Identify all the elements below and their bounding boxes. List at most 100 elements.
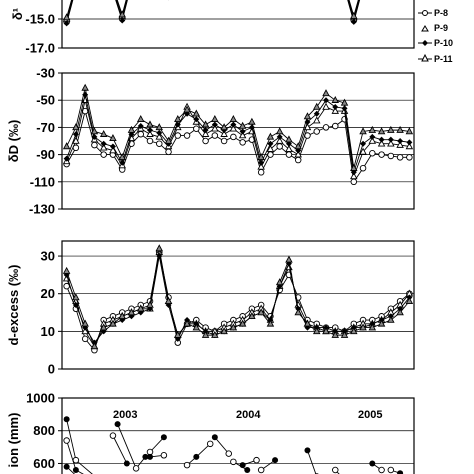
data-point (377, 127, 386, 135)
data-point (332, 104, 339, 110)
data-point (350, 18, 357, 25)
data-point (62, 13, 71, 21)
data-point (230, 458, 237, 466)
data-point (248, 312, 256, 320)
precip-segment (332, 466, 340, 474)
data-point (303, 319, 312, 327)
precip-segment (146, 434, 167, 456)
data-point (183, 105, 191, 113)
data-point (396, 308, 404, 316)
data-point (183, 132, 191, 139)
data-point (201, 120, 210, 128)
data-point (118, 153, 126, 161)
series-P-10 (63, 253, 413, 346)
data-point (211, 330, 219, 338)
data-point (90, 342, 99, 350)
series-line (66, 248, 410, 348)
data-point (229, 124, 238, 132)
data-point (322, 124, 330, 131)
data-point (285, 144, 293, 152)
data-point (146, 300, 154, 308)
legend-label: P-9 (434, 23, 448, 33)
data-point (230, 133, 237, 141)
data-point (368, 125, 377, 133)
precip-segment (109, 432, 130, 467)
data-point (156, 140, 163, 147)
series-P-11 (62, 0, 359, 21)
data-point (91, 133, 98, 140)
data-point (275, 136, 284, 144)
data-point (174, 330, 182, 338)
panel-frame (61, 0, 415, 49)
legend-marker (422, 10, 428, 16)
data-point (331, 330, 340, 338)
data-point (294, 308, 302, 316)
precip-segment (304, 447, 319, 474)
data-point (313, 110, 320, 117)
data-point (312, 102, 321, 110)
data-point (322, 102, 330, 110)
data-point (127, 125, 136, 133)
data-point (119, 159, 126, 166)
data-point (220, 123, 228, 131)
y-tick-label: 0 (48, 362, 55, 377)
data-point (340, 98, 349, 106)
data-point (100, 151, 107, 158)
data-point (397, 470, 404, 474)
data-point (165, 148, 172, 156)
data-point (174, 132, 182, 139)
data-point (359, 164, 367, 172)
data-point (211, 121, 218, 128)
data-point (238, 319, 247, 327)
data-point (285, 255, 293, 263)
data-point (119, 17, 126, 24)
series-P-9 (62, 95, 414, 180)
data-point (405, 142, 414, 150)
data-point (137, 130, 144, 138)
data-point (156, 129, 163, 136)
data-point (341, 105, 348, 112)
data-point (109, 432, 117, 439)
series-line (66, 466, 76, 474)
data-point (72, 456, 80, 464)
data-point (396, 125, 404, 133)
legend-item: P-10 (418, 38, 453, 48)
data-point (109, 143, 116, 150)
data-point (312, 116, 321, 124)
precip-segment (63, 416, 93, 474)
series-line (66, 87, 410, 169)
y-tick-label: 800 (33, 423, 55, 438)
data-point (322, 327, 330, 335)
data-point (257, 153, 265, 161)
legend-item: P-8 (418, 8, 448, 18)
data-point (331, 106, 340, 114)
series-line (112, 435, 128, 464)
data-point (276, 143, 283, 150)
data-point (387, 152, 395, 160)
data-point (267, 140, 274, 147)
data-point (406, 154, 413, 161)
data-point (368, 136, 377, 144)
data-point (378, 151, 385, 158)
data-point (257, 162, 265, 170)
series-P-11 (62, 83, 414, 171)
series-line (149, 436, 165, 453)
data-point (160, 434, 167, 441)
y-axis-label: ion (mm) (6, 413, 21, 468)
data-point (368, 323, 377, 331)
data-point (257, 308, 265, 316)
y-tick-label: -90 (36, 147, 55, 162)
series-line (307, 450, 317, 474)
precip-segment (63, 463, 76, 474)
data-point (192, 109, 201, 117)
year-label-2005: 2005 (358, 409, 382, 421)
data-point (72, 123, 80, 131)
data-point (303, 112, 312, 120)
data-point (62, 266, 71, 274)
precip-segment (63, 437, 84, 474)
data-point (183, 461, 191, 469)
data-point (202, 137, 209, 145)
data-point (244, 467, 251, 473)
y-tick-label: -50 (36, 93, 55, 108)
y-tick-label: 600 (33, 456, 55, 471)
